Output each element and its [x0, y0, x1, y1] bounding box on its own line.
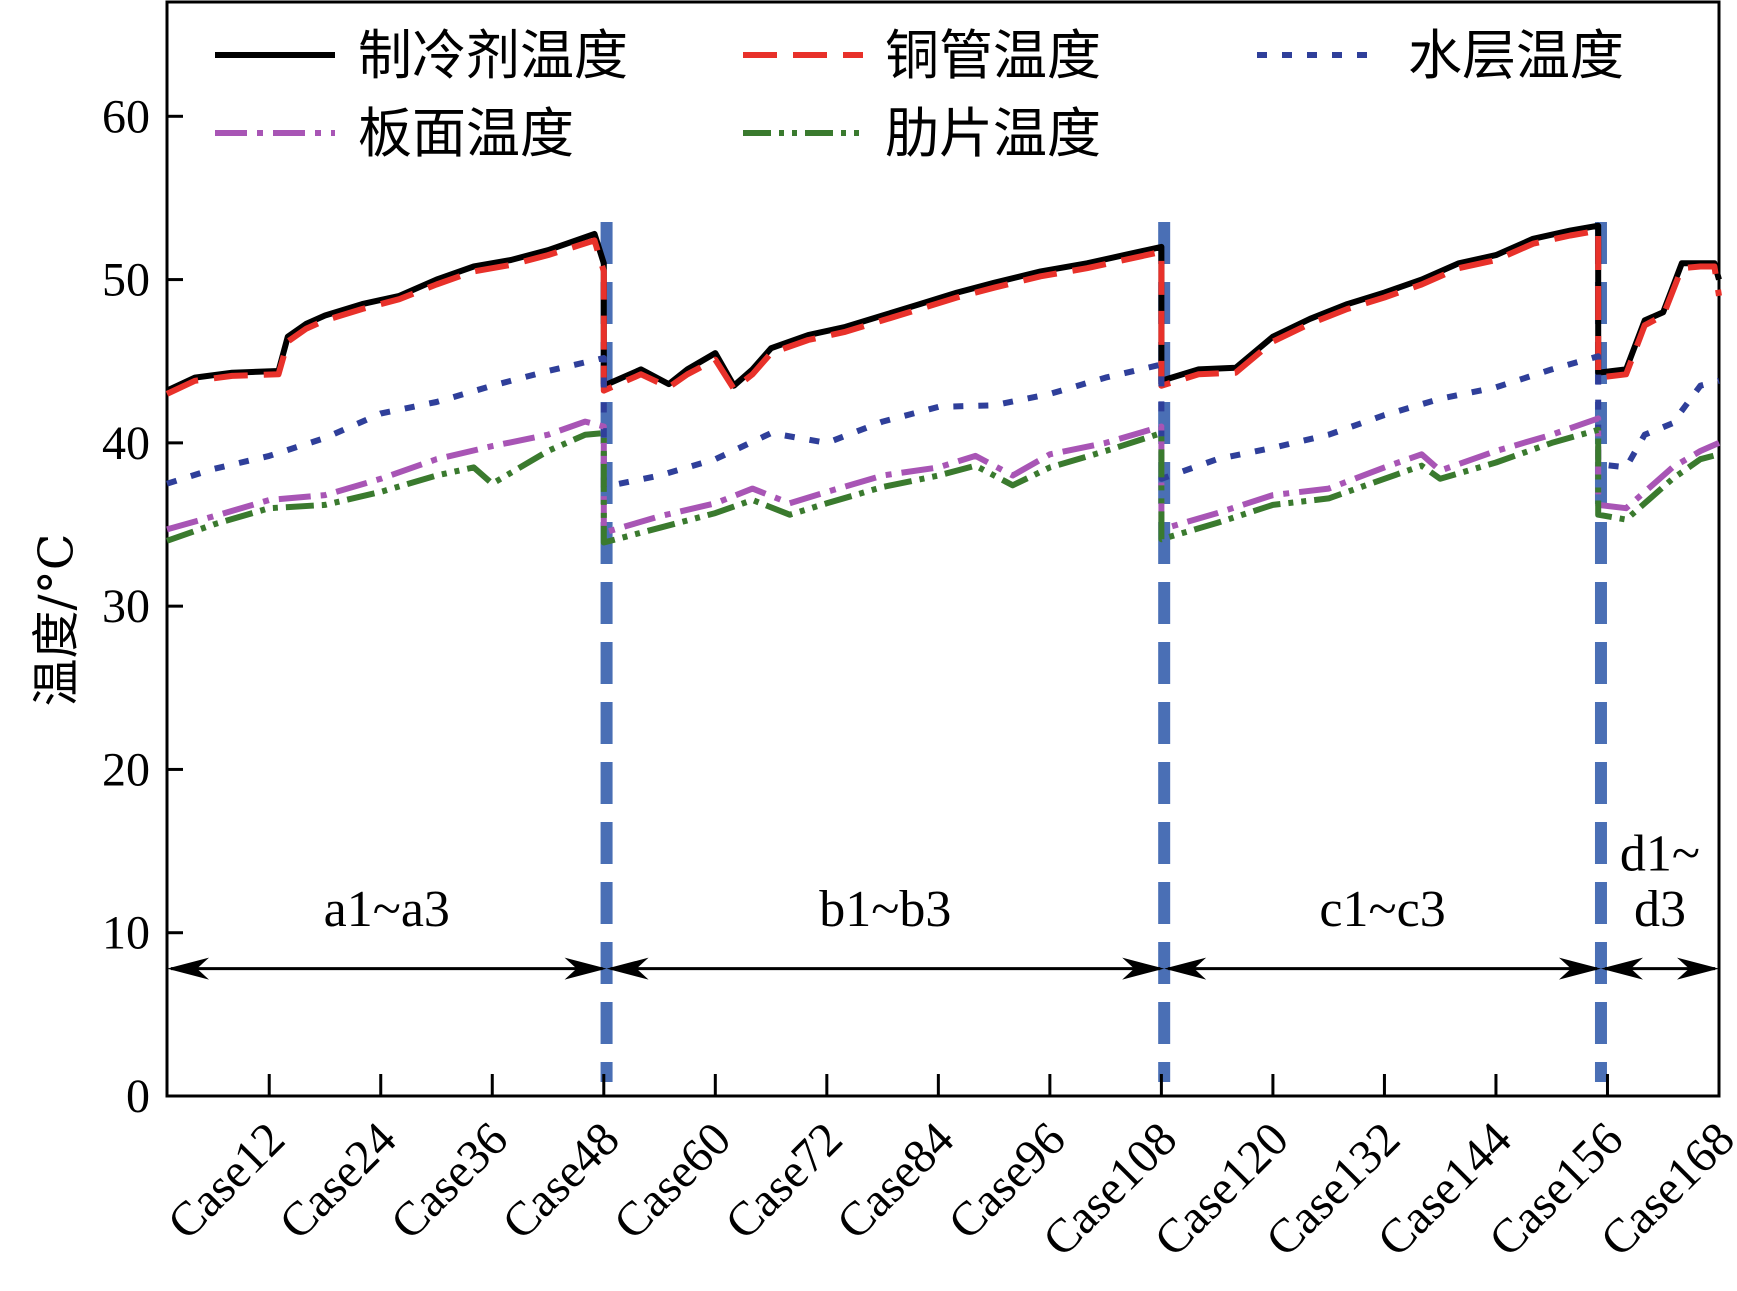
region-arrow-head-right-3 [1558, 957, 1601, 980]
legend-label-5: 肋片温度 [885, 102, 1101, 165]
region-label-1: a1~a3 [324, 881, 450, 938]
x-tick-label-60: Case60 [604, 1112, 741, 1249]
y-tick-label-50: 50 [102, 254, 150, 307]
region-arrow-head-right-1 [564, 957, 607, 980]
x-tick-label-84: Case84 [827, 1112, 964, 1249]
series-line-1 [165, 222, 1722, 394]
legend-label-4: 板面温度 [358, 102, 574, 165]
x-axis-ticks: Case12Case24Case36Case48Case60Case72Case… [158, 1074, 1737, 1267]
x-tick-label-24: Case24 [269, 1112, 406, 1249]
legend-label-1: 制冷剂温度 [358, 24, 628, 87]
region-arrow-head-left-2 [606, 957, 649, 980]
region-arrows: a1~a3 b1~b3 c1~c3 d1~d3 [167, 826, 1719, 980]
x-tick-label-72: Case72 [715, 1112, 852, 1249]
region-arrow-head-left-3 [1164, 957, 1207, 980]
region-arrow-head-left-4 [1600, 957, 1643, 980]
y-tick-label-0: 0 [126, 1070, 150, 1123]
series-line-4 [166, 415, 1721, 536]
legend-label-3: 水层温度 [1408, 24, 1624, 87]
region-label-3: c1~c3 [1319, 881, 1445, 938]
region-arrow-head-right-2 [1122, 957, 1165, 980]
x-tick-label-12: Case12 [158, 1112, 295, 1249]
region-arrow-head-right-4 [1677, 957, 1719, 980]
series-line-2 [165, 227, 1722, 397]
y-tick-label-60: 60 [102, 90, 150, 143]
y-tick-label-20: 20 [102, 743, 150, 796]
boundary-lines [600, 222, 1607, 1082]
x-tick-label-48: Case48 [492, 1112, 629, 1249]
region-label-4-line2: d3 [1634, 881, 1686, 938]
region-label-2: b1~b3 [819, 881, 951, 938]
y-tick-label-40: 40 [102, 417, 150, 470]
y-tick-label-10: 10 [102, 907, 150, 960]
series-line-5 [166, 426, 1720, 546]
legend-label-2: 铜管温度 [885, 24, 1101, 87]
x-tick-label-36: Case36 [381, 1112, 518, 1249]
series-line-3 [166, 353, 1720, 490]
y-tick-label-30: 30 [102, 580, 150, 633]
region-label-4: d1~ [1620, 826, 1700, 883]
y-axis-ticks: 0 10 20 30 40 50 60 [102, 90, 183, 1123]
y-axis-title: 温度/°C [29, 534, 85, 707]
plot-frame [165, 0, 1721, 1098]
series-lines [165, 222, 1722, 546]
region-arrow-head-left-1 [167, 957, 209, 980]
